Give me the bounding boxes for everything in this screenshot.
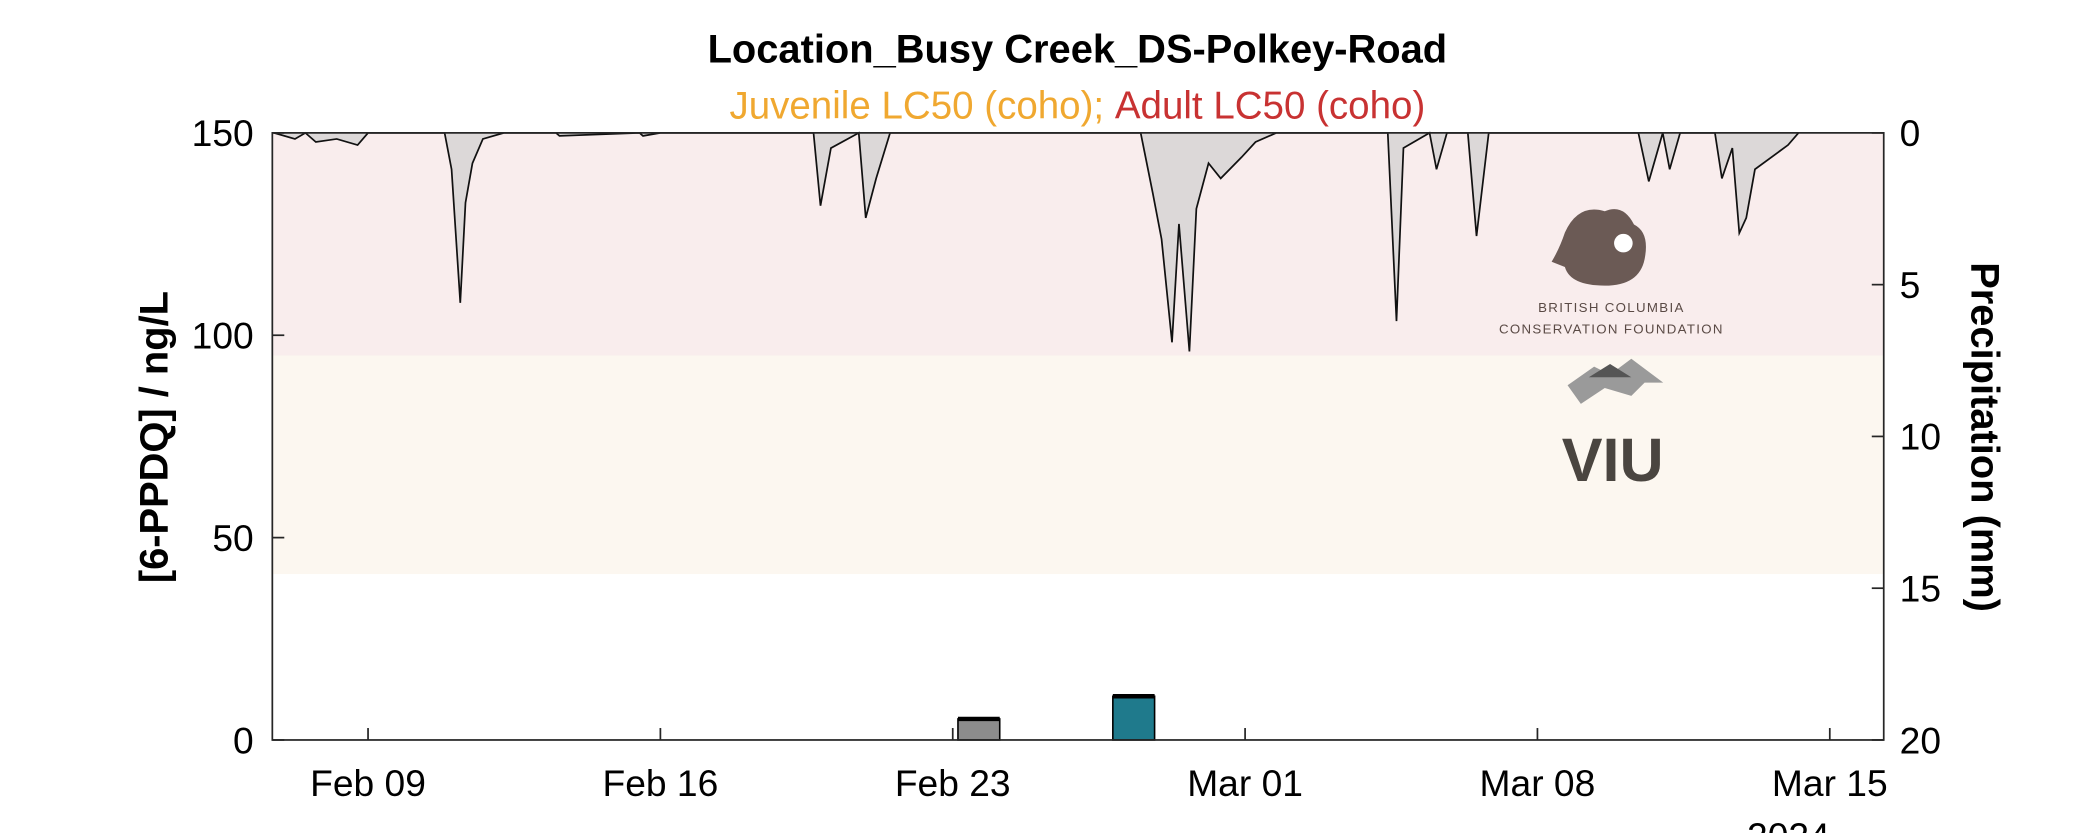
y2-tick-label: 0 bbox=[1900, 112, 1921, 154]
y2-tick-label: 20 bbox=[1900, 719, 1941, 761]
logo-text: VIU bbox=[1562, 426, 1664, 494]
mountain-icon bbox=[1588, 364, 1632, 378]
logos bbox=[1551, 209, 1664, 404]
threshold-label: Adult LC50 (coho) bbox=[1115, 84, 1425, 127]
y2-tick-label: 10 bbox=[1900, 416, 1941, 458]
logo-text: CONSERVATION FOUNDATION bbox=[1499, 321, 1724, 336]
x-year-label: 2024 bbox=[1747, 815, 1830, 833]
threshold-label: Juvenile LC50 (coho); bbox=[729, 84, 1104, 127]
leaf-icon bbox=[1567, 358, 1664, 404]
x-tick-label: Mar 01 bbox=[1187, 762, 1303, 804]
precipitation-line bbox=[273, 131, 1800, 352]
logo-text: BRITISH COLUMBIA bbox=[1538, 300, 1685, 315]
y-tick-label: 100 bbox=[192, 315, 254, 357]
x-tick-label: Mar 08 bbox=[1480, 762, 1596, 804]
chart-subtitle: Juvenile LC50 (coho); Adult LC50 (coho) bbox=[729, 84, 1425, 127]
bar bbox=[1112, 695, 1156, 741]
bar bbox=[957, 718, 1001, 741]
bear-icon bbox=[1551, 209, 1646, 286]
chart-title: Location_Busy Creek_DS-Polkey-Road bbox=[708, 27, 1448, 71]
threshold-band bbox=[272, 355, 1884, 575]
x-tick-label: Feb 23 bbox=[895, 762, 1011, 804]
error-bar bbox=[957, 716, 1000, 722]
threshold-bands bbox=[272, 132, 1884, 575]
y2-axis-label: Precipitation (mm) bbox=[1962, 262, 2006, 612]
y-tick-label: 50 bbox=[212, 517, 253, 559]
error-bar bbox=[1112, 694, 1155, 699]
y-tick-label: 0 bbox=[233, 719, 254, 761]
precipitation-area bbox=[274, 132, 1799, 352]
y-tick-label: 150 bbox=[192, 112, 254, 154]
y-axis-label: [6-PPDQ] / ng/L bbox=[132, 291, 176, 583]
owl-face bbox=[1614, 233, 1633, 253]
x-tick-label: Feb 16 bbox=[602, 762, 718, 804]
x-tick-label: Mar 15 bbox=[1772, 762, 1888, 804]
y2-tick-label: 5 bbox=[1900, 264, 1921, 306]
x-tick-label: Feb 09 bbox=[310, 762, 426, 804]
y2-tick-label: 15 bbox=[1900, 567, 1941, 609]
